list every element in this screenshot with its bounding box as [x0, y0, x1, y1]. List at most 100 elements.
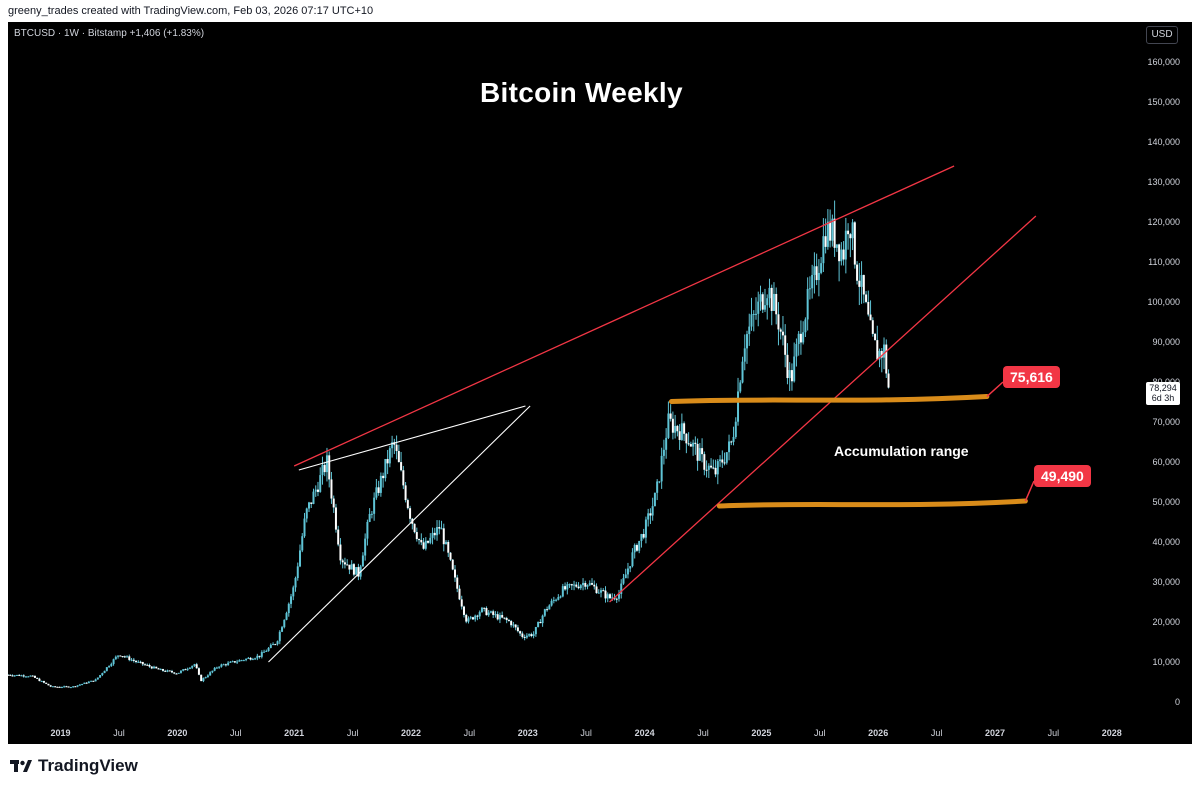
candle-body-335	[759, 294, 762, 302]
time-tick-label: 2021	[284, 728, 304, 738]
price-tick-label: 120,000	[1147, 217, 1180, 227]
candle-body-253	[575, 584, 578, 587]
candle-body-213	[485, 608, 488, 616]
support-levels	[668, 381, 1035, 509]
candle-body-341	[772, 293, 775, 311]
candle-body-290	[658, 481, 661, 483]
candle-body-107	[247, 657, 250, 659]
candle-body-146	[334, 507, 337, 530]
candle-body-298	[676, 425, 679, 432]
candle-body-325	[737, 391, 740, 422]
candle-body-357	[808, 288, 811, 290]
candle-body-163	[373, 497, 376, 514]
candle-body-308	[698, 448, 701, 461]
candle-body-299	[678, 431, 681, 440]
candle-body-14	[38, 678, 41, 682]
candle-body-16	[42, 681, 45, 683]
candle-body-120	[276, 641, 279, 645]
candle-body-255	[579, 585, 582, 589]
candle-body-273	[620, 583, 623, 594]
candle-body-315	[714, 467, 717, 475]
candle-body-114	[263, 651, 266, 653]
candle-body-362	[820, 263, 823, 273]
candle-body-337	[763, 305, 766, 310]
candle-body-40	[96, 677, 99, 680]
candle-body-139	[319, 475, 322, 492]
candle-body-49	[117, 655, 120, 657]
time-tick-label: 2026	[868, 728, 888, 738]
tradingview-logo[interactable]: TradingView	[10, 756, 138, 776]
candle-body-30	[74, 686, 77, 688]
candle-body-182	[415, 532, 418, 540]
candle-body-373	[844, 230, 847, 260]
candle-body-67	[157, 668, 160, 670]
candle-body-264	[600, 590, 603, 593]
chart-frame[interactable]: 0 10,000 20,000 30,000 40,000 50,000 60,000 70,…	[8, 22, 1192, 744]
candle-body-361	[817, 272, 820, 281]
candle-body-25	[63, 686, 66, 688]
candle-body-151	[346, 564, 349, 566]
candle-body-36	[87, 681, 90, 684]
candle-body-228	[519, 631, 522, 634]
candle-body-333	[754, 313, 757, 315]
candle-body-381	[862, 275, 865, 295]
candle-body-103	[238, 660, 241, 662]
candle-body-137	[314, 489, 317, 492]
candle-body-355	[804, 319, 807, 333]
candle-body-27	[67, 686, 70, 688]
candle-body-277	[629, 566, 632, 569]
candle-body-140	[321, 464, 324, 476]
candle-body-28	[69, 687, 72, 689]
candle-body-86	[200, 674, 203, 682]
candle-body-168	[384, 458, 387, 479]
candle-body-136	[312, 491, 315, 504]
candle-body-195	[445, 541, 448, 545]
candle-body-311	[705, 469, 708, 471]
candle-body-388	[878, 350, 881, 360]
candle-body-149	[341, 560, 344, 563]
trendline-2	[268, 405, 531, 663]
candle-body-52	[123, 656, 126, 658]
candle-body-47	[112, 659, 115, 664]
tradingview-logo-icon	[10, 759, 32, 772]
support-line-1	[716, 498, 1028, 509]
support-line-0	[668, 394, 990, 405]
candle-body-145	[332, 498, 335, 508]
candle-body-236	[537, 622, 540, 628]
candle-body-384	[869, 314, 872, 321]
candle-body-37	[90, 680, 93, 682]
candle-body-150	[343, 562, 346, 565]
candle-body-338	[766, 298, 769, 306]
candle-body-187	[427, 540, 430, 543]
candle-body-11	[31, 675, 34, 677]
currency-button[interactable]: USD	[1146, 26, 1178, 44]
candle-body-366	[829, 221, 832, 241]
candle-body-73	[170, 671, 173, 673]
candle-body-4	[15, 674, 18, 676]
candle-body-209	[476, 615, 479, 617]
candle-body-249	[566, 584, 569, 590]
price-chart[interactable]: 0 10,000 20,000 30,000 40,000 50,000 60,000 70,…	[8, 22, 1192, 744]
candle-body-108	[249, 657, 252, 660]
candles	[8, 200, 890, 689]
candle-body-13	[36, 677, 39, 679]
candle-body-233	[530, 634, 533, 637]
candle-body-71	[166, 670, 169, 672]
candle-body-97	[224, 664, 227, 666]
candle-body-313	[710, 465, 713, 468]
candle-body-9	[27, 676, 30, 678]
trendline-1	[298, 405, 526, 471]
candle-body-301	[683, 423, 686, 434]
candle-body-278	[631, 552, 634, 567]
candle-body-317	[719, 459, 722, 462]
candle-body-334	[757, 301, 760, 314]
candle-body-220	[501, 615, 504, 618]
candle-body-61	[144, 664, 147, 666]
candle-body-124	[285, 613, 288, 620]
candle-body-93	[215, 667, 218, 669]
candle-body-322	[730, 441, 733, 443]
candle-body-53	[126, 656, 129, 658]
price-tick-label: 50,000	[1152, 497, 1180, 507]
candle-body-207	[471, 617, 474, 620]
candle-body-76	[177, 672, 180, 674]
